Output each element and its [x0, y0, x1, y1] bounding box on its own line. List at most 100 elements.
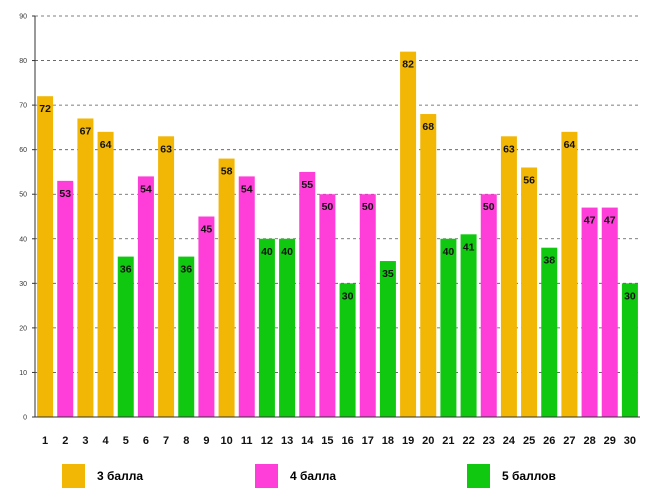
data-label-12: 40	[261, 246, 273, 258]
data-label-24: 63	[503, 143, 515, 155]
x-tick-label-25: 25	[523, 435, 535, 447]
y-tick-label-70: 70	[19, 103, 27, 110]
x-tick-label-20: 20	[422, 435, 434, 447]
bar-18	[379, 261, 396, 417]
data-label-19: 82	[402, 59, 414, 71]
data-label-8: 36	[180, 264, 192, 276]
y-tick-label-10: 10	[19, 370, 27, 377]
y-tick-label-90: 90	[19, 14, 27, 21]
x-tick-label-9: 9	[203, 435, 209, 447]
bar-10	[218, 158, 235, 418]
x-tick-label-8: 8	[183, 435, 189, 447]
data-label-11: 54	[241, 183, 253, 195]
data-label-23: 50	[483, 201, 495, 213]
data-label-21: 40	[443, 246, 455, 258]
x-tick-label-29: 29	[604, 435, 616, 447]
data-label-25: 56	[523, 174, 535, 186]
x-axis-ticks: 1 2 3 4 5 6 7 8 9 10 11 12 13 14 15 16 17 18 19 20 21 22 23 24 2…	[42, 435, 636, 447]
x-tick-label-14: 14	[301, 435, 314, 447]
data-label-3: 67	[80, 125, 92, 137]
data-label-5: 36	[120, 264, 132, 276]
y-tick-label-30: 30	[19, 281, 27, 288]
legend-item-3: 3 балла	[62, 462, 143, 490]
x-tick-label-11: 11	[241, 435, 253, 447]
bar-28	[581, 207, 598, 417]
bar-9	[198, 216, 215, 417]
x-tick-label-26: 26	[543, 435, 555, 447]
data-label-1: 72	[39, 103, 51, 115]
x-tick-label-16: 16	[341, 435, 353, 447]
y-tick-label-20: 20	[19, 325, 27, 332]
legend-item-5: 5 баллов	[467, 462, 556, 490]
bar-14	[299, 171, 316, 417]
data-label-17: 50	[362, 201, 374, 213]
bar-22	[460, 234, 477, 417]
legend-label-4: 4 балла	[290, 469, 337, 483]
x-tick-label-3: 3	[82, 435, 88, 447]
x-tick-label-30: 30	[624, 435, 636, 447]
x-tick-label-28: 28	[583, 435, 595, 447]
bar-2	[57, 180, 74, 417]
bar-17	[359, 194, 376, 417]
y-tick-label-0: 0	[23, 415, 27, 422]
data-label-14: 55	[301, 179, 313, 191]
bar-16	[339, 283, 356, 417]
x-tick-label-7: 7	[163, 435, 169, 447]
y-tick-label-60: 60	[19, 147, 27, 154]
data-label-7: 63	[160, 143, 172, 155]
bar-5	[117, 256, 134, 417]
data-label-4: 64	[100, 139, 112, 151]
y-tick-label-40: 40	[19, 236, 27, 243]
bar-30	[621, 283, 638, 417]
bar-25	[521, 167, 538, 417]
bar-26	[541, 247, 558, 417]
x-tick-label-2: 2	[62, 435, 68, 447]
data-label-29: 47	[604, 215, 616, 227]
data-label-30: 30	[624, 290, 636, 302]
x-tick-label-22: 22	[462, 435, 474, 447]
x-tick-label-15: 15	[321, 435, 333, 447]
data-label-18: 35	[382, 268, 394, 280]
bar-19	[400, 51, 417, 418]
bar-15	[319, 194, 336, 417]
x-tick-label-12: 12	[261, 435, 273, 447]
data-label-28: 47	[584, 215, 596, 227]
legend-swatch-5	[467, 464, 490, 488]
legend-label-3: 3 балла	[97, 469, 144, 483]
legend-item-4: 4 балла	[255, 462, 336, 490]
x-tick-label-10: 10	[220, 435, 232, 447]
data-label-20: 68	[422, 121, 434, 133]
data-label-22: 41	[463, 241, 475, 253]
bar-11	[238, 176, 255, 417]
bar-1	[37, 96, 54, 417]
bar-21	[440, 238, 457, 417]
y-tick-label-50: 50	[19, 192, 27, 199]
bar-23	[480, 194, 497, 417]
bar-24	[500, 136, 517, 418]
bar-20	[420, 114, 437, 418]
bar-12	[258, 238, 275, 417]
legend-swatch-4	[255, 464, 278, 488]
data-label-6: 54	[140, 183, 152, 195]
x-tick-label-4: 4	[103, 435, 110, 447]
x-tick-label-18: 18	[382, 435, 394, 447]
x-tick-label-21: 21	[442, 435, 454, 447]
data-label-9: 45	[201, 224, 213, 236]
x-tick-label-6: 6	[143, 435, 149, 447]
data-label-2: 53	[59, 188, 71, 200]
bar-27	[561, 131, 578, 417]
legend-label-5: 5 баллов	[502, 469, 556, 483]
x-tick-label-13: 13	[281, 435, 293, 447]
bar-29	[601, 207, 618, 417]
data-label-10: 58	[221, 166, 233, 178]
x-tick-label-17: 17	[362, 435, 374, 447]
x-tick-label-23: 23	[483, 435, 495, 447]
x-tick-label-1: 1	[42, 435, 48, 447]
grid-lines	[35, 15, 640, 373]
bar-3	[77, 118, 94, 417]
x-tick-label-19: 19	[402, 435, 414, 447]
bar-6	[137, 176, 154, 417]
y-axis-ticks: 0 10 20 30 40 50 60 70 80 90	[19, 14, 35, 422]
bar-8	[178, 256, 195, 417]
